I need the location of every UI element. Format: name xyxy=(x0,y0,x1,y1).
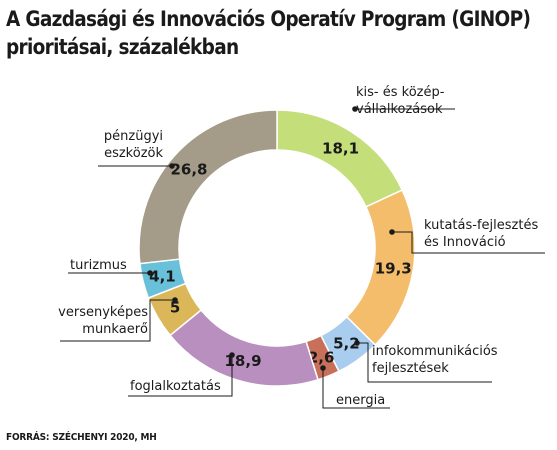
leader-line-3 xyxy=(322,368,390,409)
category-label-4: foglalkoztatás xyxy=(130,379,221,394)
category-label-3: energia xyxy=(336,393,385,408)
leader-dot-3 xyxy=(320,365,326,371)
value-label-5: 5 xyxy=(170,298,180,316)
category-label-6: turizmus xyxy=(70,258,127,273)
leader-dot-4 xyxy=(229,352,235,358)
slice-7 xyxy=(138,109,278,265)
leader-line-2 xyxy=(357,342,492,383)
value-label-0: 18,1 xyxy=(322,140,359,158)
category-label-5: versenyképes munkaerő xyxy=(58,305,148,337)
source-note: FORRÁS: SZÉCHENYI 2020, MH xyxy=(6,432,157,443)
leader-dot-2 xyxy=(354,340,360,346)
value-label-1: 19,3 xyxy=(375,259,412,277)
chart-title: A Gazdasági és Innovációs Operatív Progr… xyxy=(6,6,531,62)
leader-dot-7 xyxy=(169,163,175,169)
slice-4 xyxy=(169,308,319,387)
chart-title-line-2: prioritásai, százalékban xyxy=(6,35,239,60)
leader-line-5 xyxy=(60,299,175,342)
leader-line-1 xyxy=(392,231,545,254)
value-label-6: 4,1 xyxy=(149,267,176,285)
category-label-0: kis- és közép-vállalkozások xyxy=(356,85,445,117)
category-label-7: pénzügyi eszközök xyxy=(104,129,164,161)
value-label-3: 2,6 xyxy=(308,348,335,366)
leader-dot-1 xyxy=(389,229,395,235)
value-label-4: 18,9 xyxy=(225,352,262,370)
value-label-2: 5,2 xyxy=(333,334,360,352)
leader-line-4 xyxy=(128,355,233,397)
category-label-2: infokommunikációs fejlesztések xyxy=(372,344,498,376)
leader-dot-6 xyxy=(147,270,153,276)
donut-chart: 18,1 kis- és közép-vállalkozások 19,3 kutat… xyxy=(58,85,545,409)
value-label-7: 26,8 xyxy=(170,160,207,178)
category-label-1: kutatás-fejlesztés és Innováció xyxy=(424,218,538,250)
slice-0 xyxy=(276,109,404,208)
chart-title-line-1: A Gazdasági és Innovációs Operatív Progr… xyxy=(6,7,531,32)
leader-dot-5 xyxy=(172,297,178,303)
leader-dot-0 xyxy=(352,106,358,112)
